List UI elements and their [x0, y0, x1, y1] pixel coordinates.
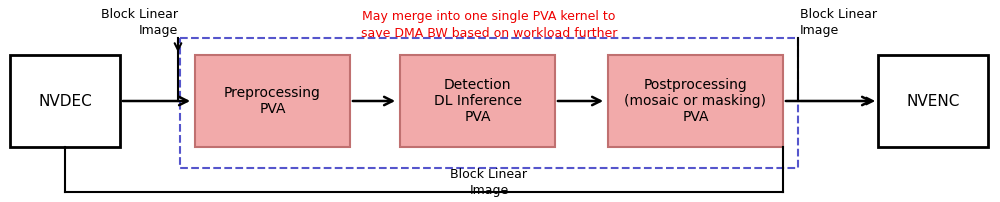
- Bar: [10, 55, 120, 147]
- Text: Block Linear
Image: Block Linear Image: [800, 8, 877, 37]
- Text: NVDEC: NVDEC: [38, 94, 92, 108]
- Text: NVENC: NVENC: [906, 94, 960, 108]
- Text: Detection
DL Inference
PVA: Detection DL Inference PVA: [434, 78, 522, 124]
- Text: Block Linear
Image: Block Linear Image: [101, 8, 178, 37]
- Bar: [180, 38, 798, 168]
- Text: Block Linear
Image: Block Linear Image: [450, 168, 528, 197]
- Text: Preprocessing
PVA: Preprocessing PVA: [224, 86, 321, 116]
- Text: Postprocessing
(mosaic or masking)
PVA: Postprocessing (mosaic or masking) PVA: [624, 78, 767, 124]
- Bar: [608, 55, 783, 147]
- Bar: [878, 55, 988, 147]
- Text: May merge into one single PVA kernel to
save DMA BW based on workload further: May merge into one single PVA kernel to …: [361, 10, 617, 40]
- Bar: [195, 55, 350, 147]
- Bar: [400, 55, 555, 147]
